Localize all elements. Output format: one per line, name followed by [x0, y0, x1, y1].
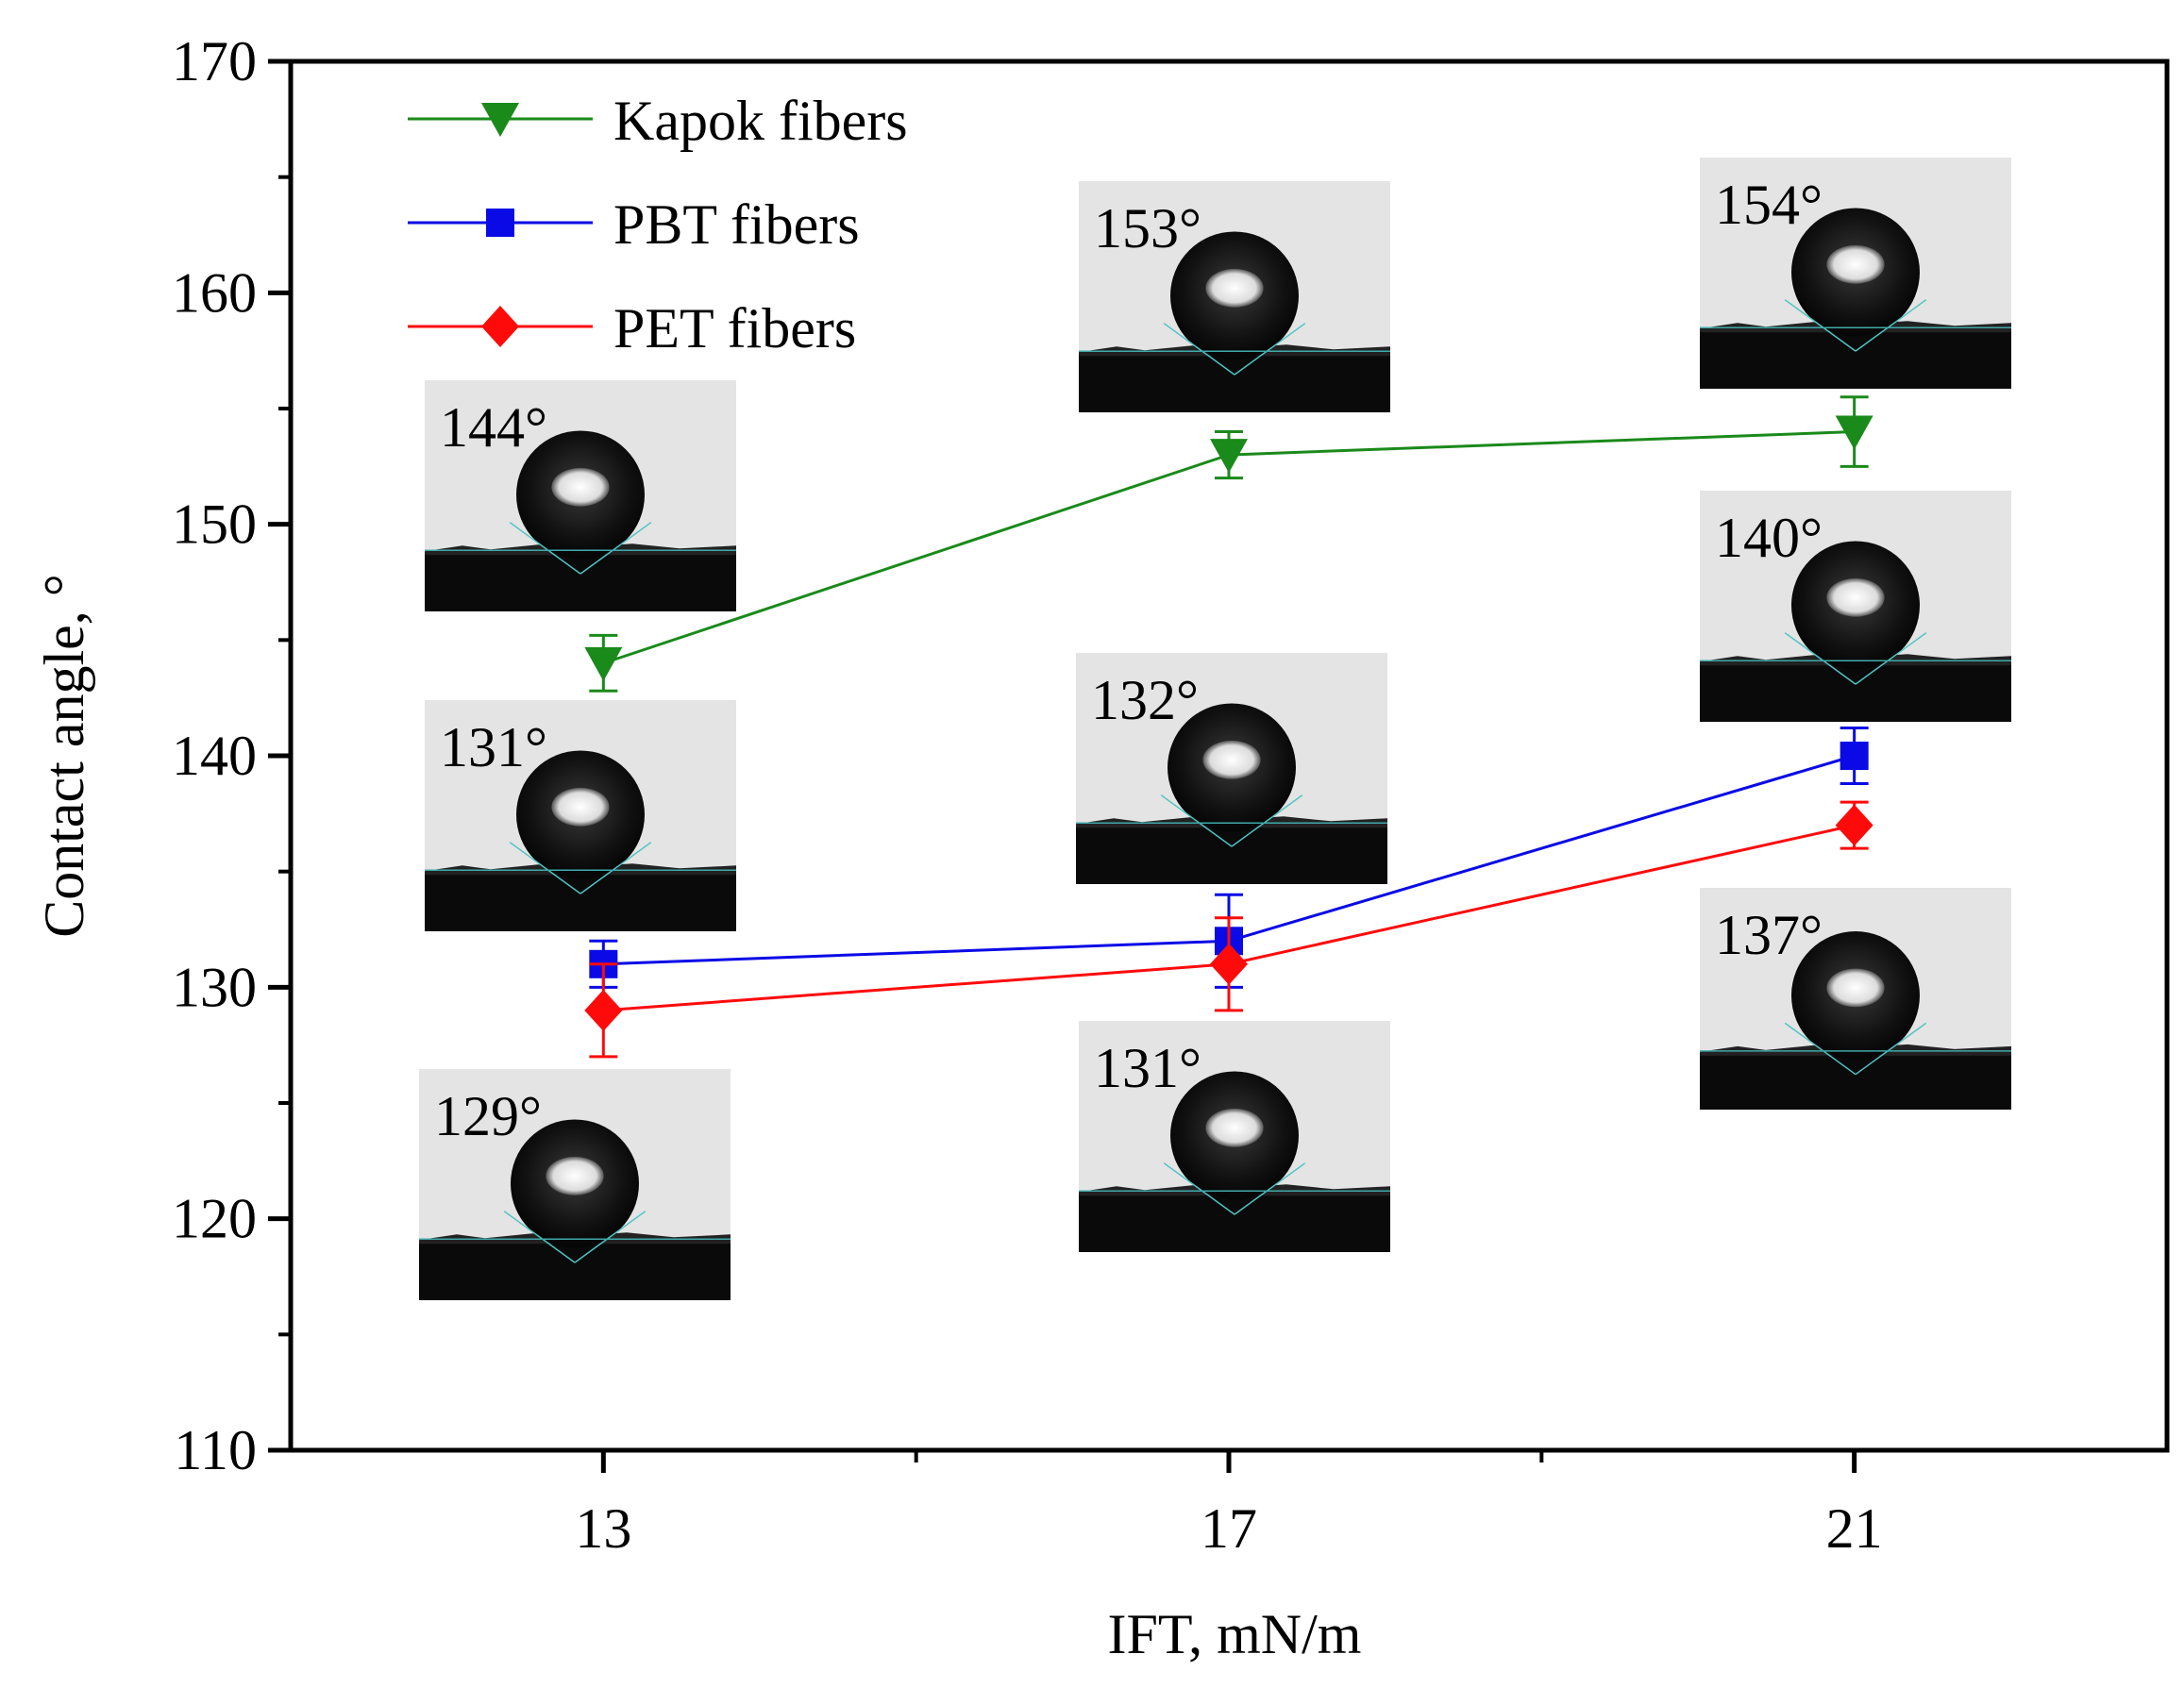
x-axis: 13 17 21 [575, 1450, 1883, 1560]
tangent-line [509, 522, 581, 575]
tangent-line [574, 1211, 647, 1263]
legend-marker [481, 103, 519, 137]
contact-angle-label: 137° [1715, 904, 1823, 966]
tangent-line [1234, 323, 1306, 376]
tangent-line [1784, 299, 1856, 352]
contact-angle-label: 131° [1094, 1037, 1201, 1099]
y-axis-label: Contact angle, ° [33, 574, 95, 938]
droplet-highlight [1202, 740, 1261, 779]
contact-angle-label: 144° [440, 396, 547, 459]
contact-angle-label: 132° [1091, 669, 1199, 731]
data-point [1210, 439, 1248, 474]
tangent-line [1784, 1022, 1856, 1076]
contact-angle-label: 140° [1715, 507, 1823, 569]
tangent-line [1160, 794, 1233, 847]
tangent-line [1855, 632, 1927, 685]
droplet-photo: 129° [419, 1069, 731, 1300]
photo-substrate [425, 871, 736, 931]
droplet-photo: 153° [1079, 181, 1390, 412]
data-point [1835, 804, 1873, 846]
legend-marker [481, 306, 519, 347]
legend: Kapok fibers PBT fibers PET fibers [408, 90, 908, 359]
droplet-photo: 144° [425, 380, 736, 611]
droplet-photo: 137° [1700, 888, 2011, 1110]
tangent-line [580, 842, 652, 894]
droplet-highlight [551, 787, 610, 827]
tangent-line [509, 842, 581, 894]
droplet-highlight [1826, 968, 1885, 1008]
contact-angle-label: 131° [440, 716, 547, 778]
photo-substrate [1700, 328, 2011, 389]
droplet-photo: 132° [1076, 653, 1387, 884]
y-tick-label-150: 150 [172, 493, 257, 556]
droplet-photo: 154° [1700, 158, 2011, 389]
photo-substrate [1079, 352, 1390, 412]
tangent-line [1855, 1022, 1927, 1076]
data-point [584, 646, 623, 681]
droplet-photo: 131° [425, 700, 736, 931]
droplet-photos: 144° 153° 154° 131° 132° 140° 129° 131° 137° [419, 158, 2011, 1300]
contact-angle-label: 153° [1094, 197, 1201, 259]
y-tick-label-120: 120 [172, 1188, 257, 1250]
tangent-line [1784, 632, 1856, 685]
x-tick-label-21: 21 [1826, 1497, 1883, 1560]
legend-entry: Kapok fibers [408, 90, 908, 152]
droplet-photo: 131° [1079, 1021, 1390, 1252]
y-axis: 110 120 130 140 150 160 170 [172, 30, 291, 1481]
photo-substrate [1700, 661, 2011, 722]
y-tick-label-130: 130 [172, 956, 257, 1018]
data-point [584, 989, 623, 1031]
legend-entry: PET fibers [408, 297, 856, 359]
x-tick-label-13: 13 [575, 1497, 631, 1560]
droplet-highlight [546, 1156, 604, 1195]
series-kapok-fibers [584, 395, 1873, 693]
droplet-photo: 140° [1700, 491, 2011, 722]
y-tick-label-170: 170 [172, 30, 257, 92]
data-point [1840, 742, 1869, 770]
legend-marker [486, 209, 514, 237]
legend-label: PET fibers [613, 297, 856, 359]
x-tick-label-17: 17 [1201, 1497, 1257, 1560]
droplet-highlight [551, 467, 610, 507]
contact-angle-label: 129° [434, 1085, 542, 1147]
droplet-highlight [1826, 577, 1885, 617]
data-point [1835, 415, 1873, 450]
contact-angle-label: 154° [1715, 174, 1823, 236]
series-pet-fibers [584, 800, 1873, 1059]
droplet-highlight [1205, 268, 1264, 308]
series-layer [584, 395, 1873, 1059]
tangent-line [503, 1211, 576, 1263]
data-point [1210, 943, 1248, 985]
photo-substrate [1076, 824, 1387, 884]
tangent-line [1163, 1162, 1235, 1215]
y-tick-label-140: 140 [172, 725, 257, 787]
droplet-highlight [1826, 244, 1885, 284]
droplet-highlight [1205, 1108, 1264, 1147]
y-tick-label-160: 160 [172, 261, 257, 324]
y-tick-label-110: 110 [174, 1419, 257, 1481]
legend-label: PBT fibers [613, 193, 860, 256]
legend-entry: PBT fibers [408, 193, 860, 256]
photo-substrate [1700, 1051, 2011, 1110]
tangent-line [1855, 299, 1927, 352]
tangent-line [1231, 794, 1303, 847]
tangent-line [1234, 1162, 1306, 1215]
tangent-line [580, 522, 652, 575]
tangent-line [1163, 323, 1235, 376]
photo-substrate [1079, 1192, 1390, 1252]
legend-label: Kapok fibers [613, 90, 908, 152]
photo-substrate [419, 1240, 731, 1300]
x-axis-label: IFT, mN/m [1108, 1603, 1362, 1665]
photo-substrate [425, 551, 736, 611]
